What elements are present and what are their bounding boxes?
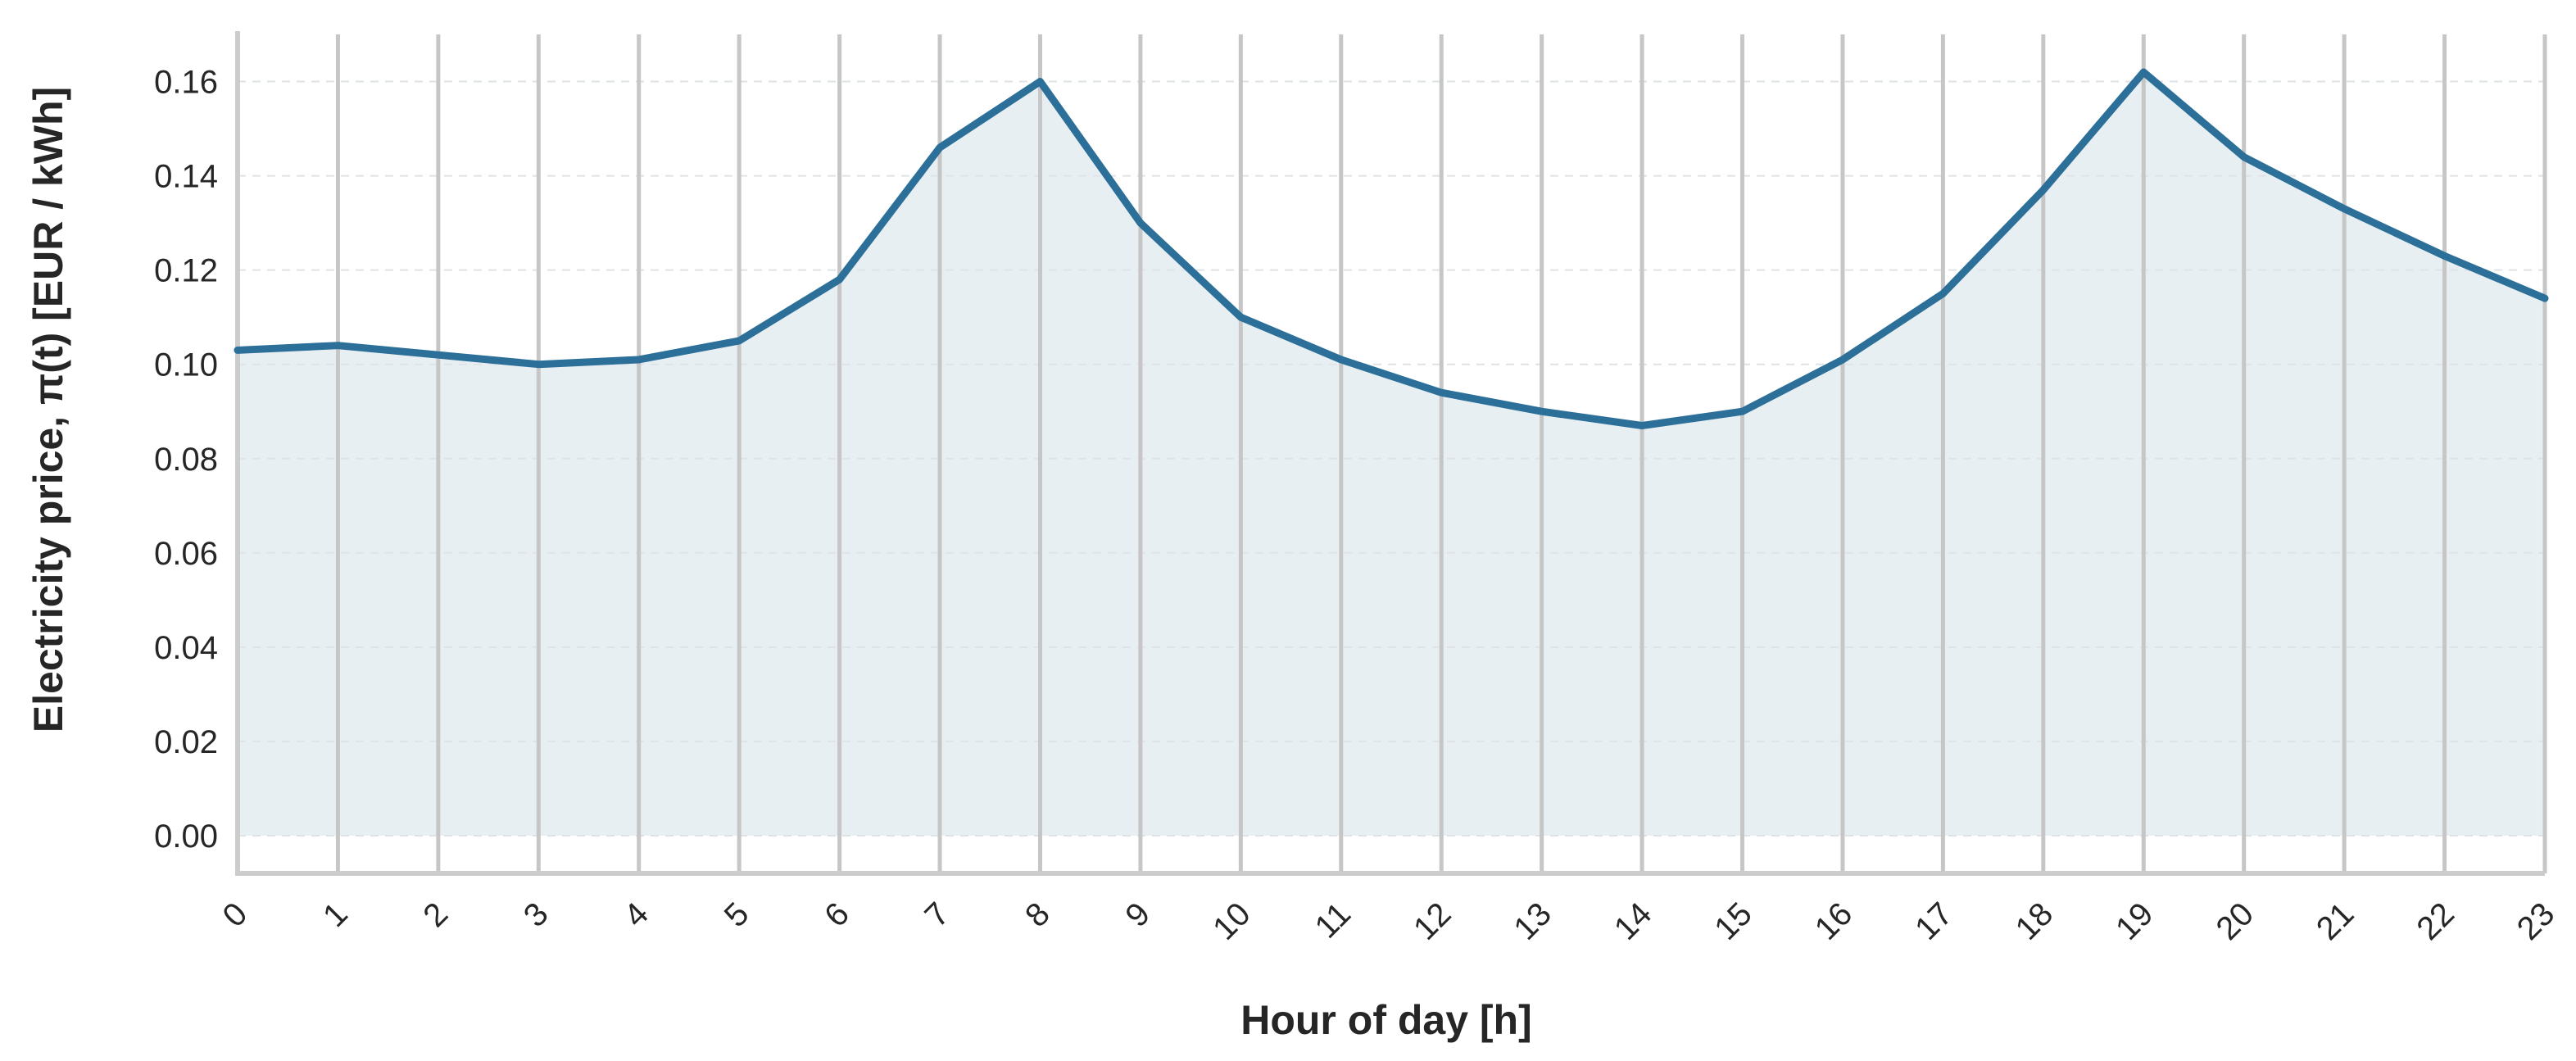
x-tick-label: 17: [1908, 896, 1960, 947]
data-point: [337, 345, 338, 347]
y-tick-label: 0.02: [154, 724, 218, 760]
x-tick-label: 14: [1608, 896, 1659, 947]
data-point: [1140, 222, 1141, 224]
data-point: [1842, 359, 1844, 360]
data-point: [1440, 392, 1442, 393]
y-tick-label: 0.00: [154, 818, 218, 855]
x-tick-label: 22: [2410, 896, 2461, 947]
x-tick-label: 9: [1118, 896, 1157, 934]
data-point: [2544, 297, 2546, 299]
x-axis-label: Hour of day [h]: [1240, 997, 1532, 1043]
area-fill: [238, 72, 2545, 836]
x-tick-label: 11: [1308, 896, 1358, 945]
data-point: [537, 364, 539, 365]
data-point: [638, 359, 640, 360]
x-tick-label: 5: [718, 896, 756, 934]
x-tick-label: 23: [2510, 896, 2562, 947]
data-point: [2043, 189, 2044, 191]
data-point: [2444, 255, 2446, 256]
x-tick-label: 4: [617, 896, 655, 934]
y-tick-label: 0.12: [154, 253, 218, 289]
x-tick-label: 8: [1018, 896, 1057, 934]
y-tick-label: 0.14: [154, 159, 218, 195]
y-tick-labels: 0.00 0.02 0.04 0.06 0.08 0.10 0.12 0.14 0.16: [154, 65, 218, 855]
data-point: [2243, 156, 2245, 158]
series-line-layer: [234, 68, 2549, 429]
x-tick-label: 0: [216, 896, 255, 934]
y-tick-label: 0.16: [154, 65, 218, 101]
y-tick-label: 0.06: [154, 536, 218, 572]
data-point: [1942, 292, 1943, 294]
axes-spines: [235, 31, 2545, 876]
x-tick-label: 10: [1206, 896, 1258, 947]
area-fill-layer: [238, 72, 2545, 836]
x-tick-label: 7: [918, 896, 957, 934]
data-point: [1541, 410, 1543, 412]
data-point: [2343, 208, 2345, 210]
data-point: [1641, 424, 1643, 426]
x-tick-label: 2: [416, 896, 455, 934]
data-point: [237, 349, 238, 351]
y-axis-label: Electricity price, π(t) [EUR / kWh]: [25, 87, 71, 732]
y-tick-label: 0.04: [154, 630, 218, 666]
x-tick-label: 12: [1407, 896, 1458, 947]
vertical-grid: [235, 34, 2547, 873]
x-tick-label: 20: [2209, 896, 2261, 947]
data-point: [839, 279, 841, 280]
price-series-line: [234, 68, 2549, 429]
data-point: [438, 354, 439, 356]
data-point: [1240, 316, 1241, 318]
x-tick-labels: 0 1 2 3 4 5 6 7 8 9 10 11 12 13 14 15 16 17 18 19 20 21 22 23: [216, 896, 2562, 947]
horizontal-grid: [238, 80, 2545, 837]
y-tick-label: 0.10: [154, 347, 218, 383]
data-point: [1039, 81, 1041, 83]
x-tick-label: 21: [2310, 896, 2361, 947]
x-tick-label: 16: [1808, 896, 1860, 947]
x-tick-label: 6: [818, 896, 856, 934]
data-point: [2143, 71, 2144, 73]
x-tick-label: 3: [517, 896, 556, 934]
data-point: [738, 340, 740, 342]
x-tick-label: 19: [2109, 896, 2161, 947]
y-tick-label: 0.08: [154, 442, 218, 478]
data-point: [1742, 410, 1744, 412]
data-point: [1340, 359, 1342, 360]
x-tick-label: 15: [1708, 896, 1759, 947]
x-tick-label: 18: [2009, 896, 2061, 947]
x-tick-label: 1: [316, 896, 355, 934]
data-point: [939, 147, 941, 148]
x-tick-label: 13: [1507, 896, 1558, 947]
